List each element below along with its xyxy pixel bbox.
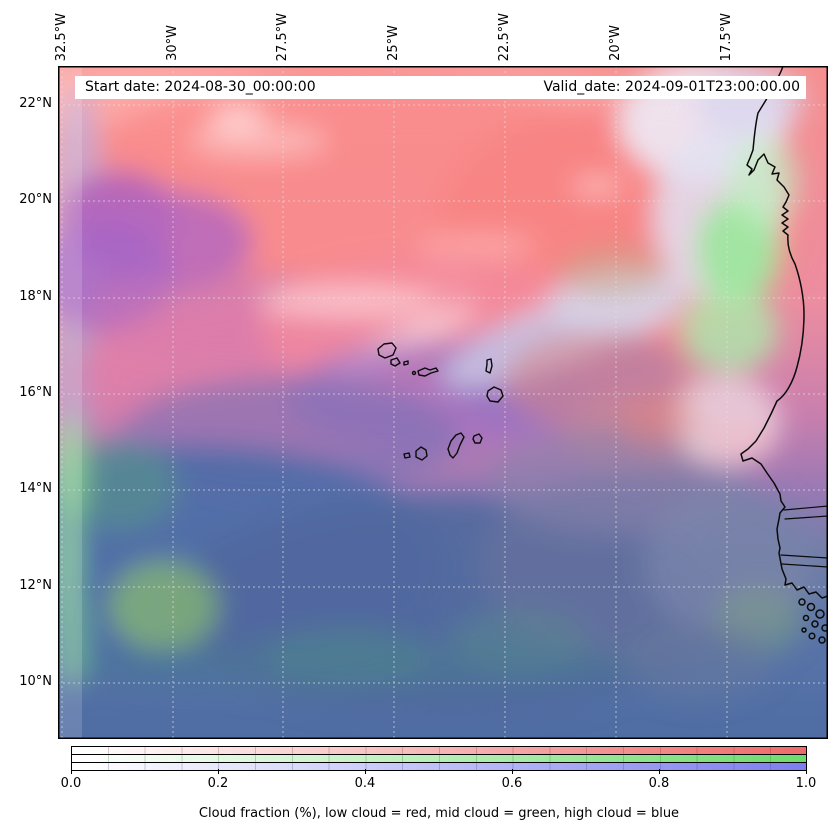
colorbar-tick-label: 0.8 xyxy=(648,776,670,791)
left-axis-tick-label: 14°N xyxy=(19,481,52,496)
graticule-gridlines xyxy=(58,66,828,739)
map-border xyxy=(58,66,828,739)
start-date-label: Start date: 2024-08-30_00:00:00 xyxy=(85,79,316,95)
left-axis-tick-label: 18°N xyxy=(19,289,52,304)
top-axis-tick-label: 25°W xyxy=(386,25,401,61)
colorbar-row-high-cloud xyxy=(71,762,807,771)
top-axis-tick-label: 17.5°W xyxy=(719,12,734,61)
top-axis-tick-label: 32.5°W xyxy=(54,12,69,61)
left-axis-tick-label: 22°N xyxy=(19,96,52,111)
colorbar-tick-label: 0.0 xyxy=(60,776,82,791)
top-axis-tick-label: 30°W xyxy=(165,25,180,61)
top-axis-tick-label: 20°W xyxy=(608,25,623,61)
colorbar-tick-label: 0.6 xyxy=(501,776,523,791)
colorbar-tick xyxy=(659,769,660,774)
left-axis-tick-label: 20°N xyxy=(19,192,52,207)
cloud-field xyxy=(58,66,828,739)
africa-coastline xyxy=(740,66,828,644)
colorbar-caption: Cloud fraction (%), low cloud = red, mid… xyxy=(198,806,680,821)
valid-date-label: Valid_date: 2024-09-01T23:00:00.00 xyxy=(543,79,800,95)
left-axis-tick-label: 10°N xyxy=(19,674,52,689)
colorbar-tick xyxy=(365,769,366,774)
top-axis-tick-label: 22.5°W xyxy=(497,12,512,61)
colorbar-tick-label: 1.0 xyxy=(795,776,817,791)
left-axis-tick-label: 12°N xyxy=(19,578,52,593)
bijagos-islands xyxy=(798,598,828,644)
date-strip: Start date: 2024-08-30_00:00:00 Valid_da… xyxy=(75,76,806,99)
colorbar-tick xyxy=(218,769,219,774)
colorbar-tick-label: 0.4 xyxy=(354,776,376,791)
colorbar: 0.0 0.2 0.4 0.6 0.8 1.0 xyxy=(61,746,816,791)
colorbar-tick xyxy=(71,769,72,774)
left-axis-tick-label: 16°N xyxy=(19,385,52,400)
cloud-field-plot xyxy=(58,66,828,739)
cape-verde-islands xyxy=(377,342,504,461)
colorbar-tick xyxy=(806,769,807,774)
colorbar-tick xyxy=(512,769,513,774)
colorbar-tick-label: 0.2 xyxy=(207,776,229,791)
top-axis-tick-label: 27.5°W xyxy=(275,12,290,61)
map-canvas xyxy=(58,66,828,739)
